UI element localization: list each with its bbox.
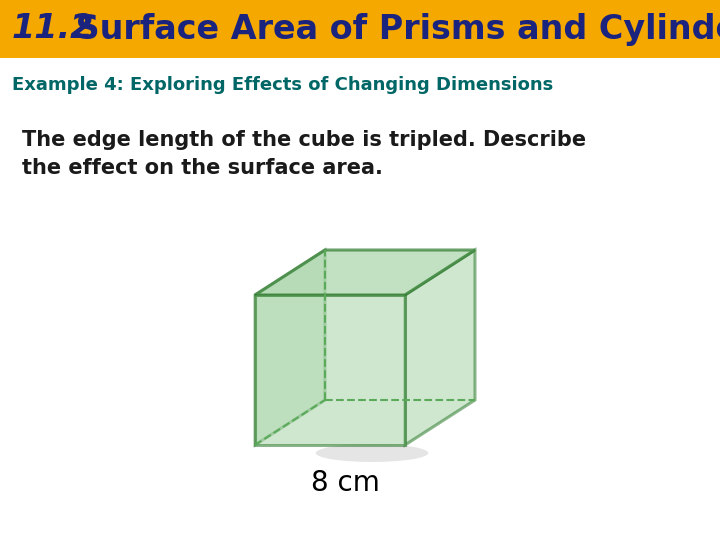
Polygon shape	[405, 250, 475, 445]
Polygon shape	[255, 295, 405, 445]
Text: the effect on the surface area.: the effect on the surface area.	[22, 158, 383, 178]
Text: The edge length of the cube is tripled. Describe: The edge length of the cube is tripled. …	[22, 130, 586, 150]
Text: Surface Area of Prisms and Cylinders: Surface Area of Prisms and Cylinders	[64, 12, 720, 45]
Polygon shape	[255, 250, 475, 295]
FancyBboxPatch shape	[0, 0, 720, 58]
Text: 8 cm: 8 cm	[310, 469, 379, 497]
Text: 11.2: 11.2	[12, 12, 94, 45]
Polygon shape	[255, 250, 325, 445]
Ellipse shape	[316, 444, 428, 462]
Text: Example 4: Exploring Effects of Changing Dimensions: Example 4: Exploring Effects of Changing…	[12, 76, 553, 94]
